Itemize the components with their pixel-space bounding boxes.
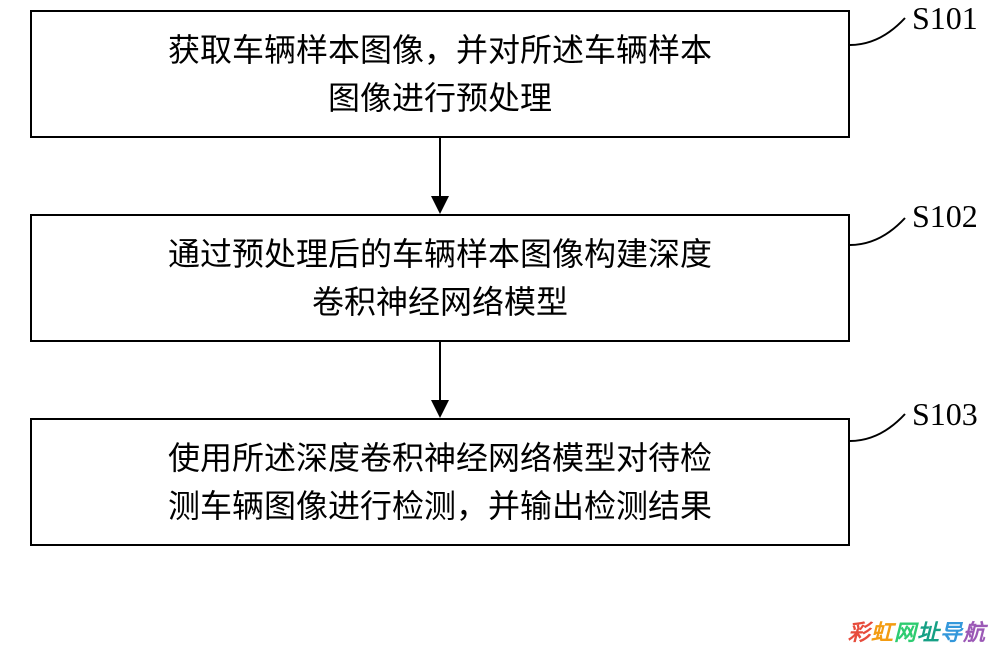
watermark-char: 网: [894, 615, 917, 647]
arrow-1-head: [431, 196, 449, 214]
flowchart-container: 获取车辆样本图像，并对所述车辆样本 图像进行预处理 通过预处理后的车辆样本图像构…: [30, 10, 970, 546]
step-box-2: 通过预处理后的车辆样本图像构建深度 卷积神经网络模型: [30, 214, 850, 342]
connector-s103: [850, 406, 920, 456]
step-1-line2: 图像进行预处理: [52, 74, 828, 122]
arrow-2-head: [431, 400, 449, 418]
label-s102: S102: [912, 198, 978, 235]
watermark-char: 址: [917, 615, 940, 647]
watermark-char: 导: [940, 615, 963, 647]
arrow-1-line: [439, 138, 441, 200]
connector-s102: [850, 210, 920, 260]
step-2-line2: 卷积神经网络模型: [52, 278, 828, 326]
watermark-char: 彩: [848, 615, 871, 647]
step-3-line2: 测车辆图像进行检测，并输出检测结果: [52, 482, 828, 530]
arrow-2-line: [439, 342, 441, 404]
step-2-line1: 通过预处理后的车辆样本图像构建深度: [52, 230, 828, 278]
step-1-line1: 获取车辆样本图像，并对所述车辆样本: [52, 26, 828, 74]
watermark-char: 虹: [871, 615, 894, 647]
arrow-2: [30, 342, 850, 418]
step-box-1: 获取车辆样本图像，并对所述车辆样本 图像进行预处理: [30, 10, 850, 138]
step-3-line1: 使用所述深度卷积神经网络模型对待检: [52, 434, 828, 482]
watermark-char: 航: [963, 615, 986, 647]
watermark: 彩虹网址导航: [848, 615, 986, 647]
step-box-3: 使用所述深度卷积神经网络模型对待检 测车辆图像进行检测，并输出检测结果: [30, 418, 850, 546]
arrow-1: [30, 138, 850, 214]
connector-s101: [850, 10, 920, 60]
label-s103: S103: [912, 396, 978, 433]
label-s101: S101: [912, 0, 978, 37]
